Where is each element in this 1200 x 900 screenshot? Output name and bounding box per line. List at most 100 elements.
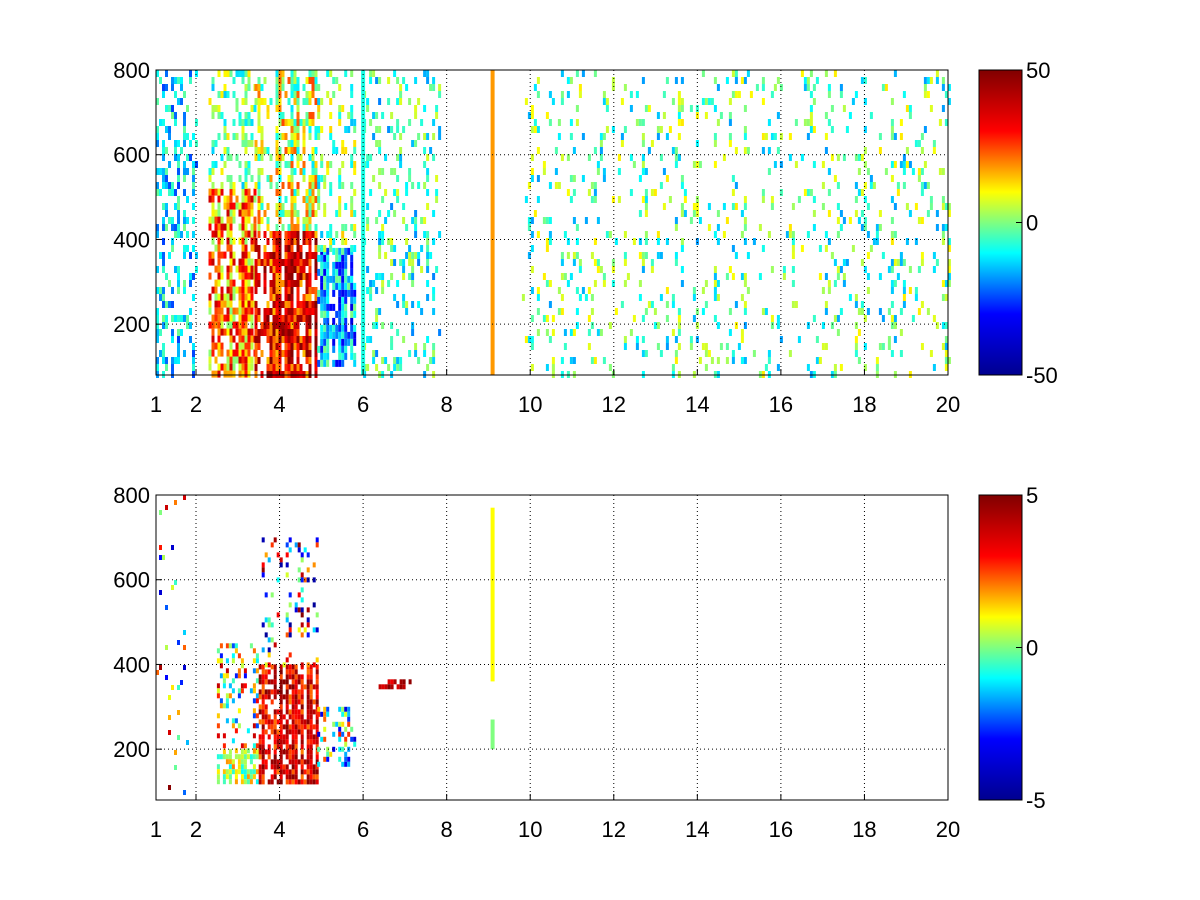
heatmap-cell — [344, 126, 348, 133]
heatmap-cell — [773, 84, 777, 91]
heatmap-cell — [241, 195, 245, 203]
heatmap-cell — [241, 321, 245, 329]
heatmap-cell — [851, 98, 855, 105]
heatmap-cell — [317, 706, 321, 712]
heatmap-cell — [344, 289, 348, 297]
heatmap-cell — [247, 342, 251, 350]
heatmap-cell — [288, 724, 292, 730]
heatmap-cell — [323, 706, 327, 712]
heatmap-cell — [308, 343, 312, 350]
heatmap-cell — [671, 294, 675, 301]
heatmap-cell — [773, 161, 777, 168]
heatmap-cell — [159, 665, 162, 670]
heatmap-cell — [174, 765, 177, 770]
heatmap-cell — [353, 741, 357, 747]
heatmap-cell — [279, 729, 283, 735]
heatmap-cell — [247, 328, 251, 336]
heatmap-cell — [214, 300, 218, 308]
heatmap-cell — [162, 350, 165, 357]
heatmap-cell — [244, 370, 248, 378]
heatmap-cell — [296, 84, 300, 91]
heatmap-cell — [381, 168, 385, 175]
heatmap-cell — [623, 126, 627, 133]
heatmap-cell — [255, 658, 259, 664]
heatmap-cell — [226, 293, 230, 301]
heatmap-cell — [297, 694, 301, 700]
heatmap-cell — [211, 202, 215, 210]
heatmap-cell — [899, 119, 903, 126]
heatmap-cell — [644, 210, 648, 217]
heatmap-cell — [223, 202, 227, 210]
heatmap-cell — [278, 252, 282, 259]
heatmap-cell — [244, 112, 248, 119]
heatmap-cell — [247, 265, 251, 273]
heatmap-cell — [309, 694, 313, 700]
heatmap-cell — [308, 70, 312, 77]
heatmap-cell — [226, 314, 230, 322]
heatmap-cell — [162, 154, 165, 161]
heatmap-cell — [284, 266, 288, 273]
heatmap-cell — [426, 245, 430, 252]
heatmap-cell — [344, 317, 348, 325]
heatmap-cell — [297, 724, 301, 730]
heatmap-cell — [252, 713, 256, 719]
heatmap-cell — [408, 245, 412, 252]
heatmap-cell — [411, 322, 415, 329]
heatmap-cell — [300, 689, 304, 695]
heatmap-cell — [656, 343, 660, 350]
heatmap-cell — [314, 70, 318, 77]
heatmap-cell — [902, 280, 906, 287]
heatmap-cell — [587, 329, 591, 336]
heatmap-cell — [860, 259, 864, 266]
heatmap-cell — [863, 147, 867, 154]
heatmap-cell — [278, 189, 282, 196]
heatmap-cell — [308, 189, 312, 196]
heatmap-cell — [287, 322, 291, 329]
heatmap-cell — [273, 669, 277, 675]
heatmap-cell — [299, 308, 303, 315]
heatmap-cell — [665, 343, 669, 350]
heatmap-cell — [390, 322, 394, 329]
heatmap-cell — [692, 161, 696, 168]
heatmap-cell — [908, 112, 912, 119]
heatmap-cell — [244, 216, 248, 224]
heatmap-cell — [408, 98, 412, 105]
heatmap-cell — [812, 224, 816, 231]
heatmap-cell — [162, 175, 165, 182]
heatmap-cell — [306, 734, 310, 740]
heatmap-cell — [278, 280, 282, 287]
heatmap-cell — [426, 70, 430, 77]
heatmap-cell — [257, 182, 261, 189]
heatmap-cell — [435, 175, 439, 182]
x-tick-label: 10 — [518, 817, 542, 842]
heatmap-cell — [308, 364, 312, 371]
heatmap-cell — [238, 70, 242, 77]
heatmap-cell — [273, 744, 277, 750]
heatmap-cell — [294, 724, 298, 730]
heatmap-cell — [235, 105, 239, 112]
heatmap-cell — [326, 231, 330, 238]
heatmap-cell — [704, 343, 708, 350]
heatmap-cell — [320, 324, 324, 332]
heatmap-cell — [226, 147, 230, 154]
heatmap-cell — [384, 684, 388, 690]
heatmap-cell — [842, 273, 846, 280]
heatmap-cell — [767, 231, 771, 238]
heatmap-cell — [183, 790, 186, 795]
heatmap-cell — [293, 308, 297, 315]
heatmap-cell — [208, 321, 212, 329]
heatmap-cell — [278, 77, 282, 84]
heatmap-cell — [698, 357, 702, 364]
heatmap-cell — [294, 779, 298, 785]
heatmap-cell — [266, 301, 270, 308]
heatmap-cell — [411, 280, 415, 287]
heatmap-cell — [563, 329, 567, 336]
heatmap-cell — [776, 112, 780, 119]
heatmap-cell — [294, 769, 298, 775]
heatmap-cell — [923, 84, 927, 91]
heatmap-cell — [238, 237, 242, 245]
heatmap-cell — [171, 84, 174, 91]
heatmap-cell — [302, 147, 306, 154]
heatmap-cell — [275, 70, 279, 77]
heatmap-cell — [211, 195, 215, 203]
